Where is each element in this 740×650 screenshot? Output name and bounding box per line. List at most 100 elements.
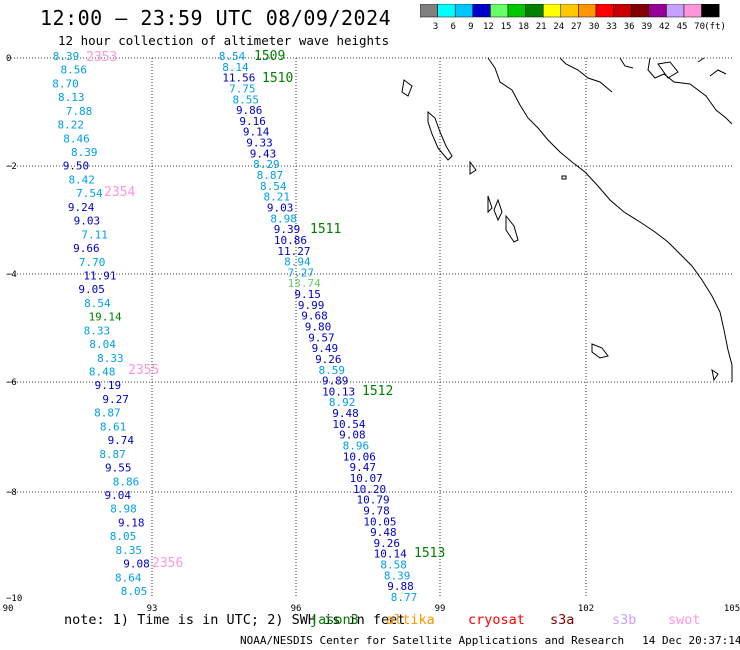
swh-value-right: 9.47 [349,461,376,474]
swh-value-left: 8.46 [63,132,90,145]
swh-value-left: 7.11 [81,228,108,241]
swh-value-right: 8.58 [380,559,407,572]
color-legend: 3 6 9 12 15 18 21 24 27 30 33 36 39 42 45 70 (ft) [420,4,726,32]
footer-credit: NOAA/NESDIS Center for Satellite Applica… [240,634,740,647]
swh-value-right: 10.86 [274,234,307,247]
swh-value-left: 7.70 [79,256,106,269]
legend-label: 39 [641,22,652,32]
pass-labels: 2353 2354 2355 2356 1509 1510 1511 1512 1513 [86,49,445,571]
swh-value-right: 8.59 [319,364,346,377]
legend-label: 21 [536,22,547,32]
swh-value-left: 9.08 [123,558,150,571]
x-tick-label: 93 [147,604,158,612]
credit-text: NOAA/NESDIS Center for Satellite Applica… [240,634,625,647]
swh-value-left: 8.13 [58,91,85,104]
swh-value-left: 8.61 [100,420,127,433]
swh-value-right: 9.89 [322,375,349,388]
y-tick-label: −10 [6,594,22,604]
swh-value-left: 8.56 [60,64,87,77]
legend-label: 15 [501,22,512,32]
map-grid [8,57,732,598]
swh-value-left: 7.54 [76,187,103,200]
x-tick-label: 96 [291,604,302,612]
swh-value-right: 8.54 [260,180,287,193]
coastline-segment [647,57,733,125]
swh-value-left: 8.42 [68,173,95,186]
swh-value-right: 8.21 [263,191,290,204]
swh-value-right: 9.03 [267,201,294,214]
coastline-segment [697,57,705,63]
legend-label: 18 [518,22,529,32]
satellite-name: altika [386,612,435,628]
swh-value-right: 9.15 [294,288,321,301]
swh-value-left: 8.98 [110,503,137,516]
swh-value-left: 9.55 [105,462,132,475]
swh-value-left: 8.87 [99,448,126,461]
swh-value-left: 8.22 [57,119,84,132]
x-tick-label: 90 [3,604,14,612]
pass-number-label: 2356 [152,556,183,571]
legend-label: 33 [606,22,617,32]
coastline-segment [657,61,679,79]
coastline-segment [709,69,727,77]
swh-value-right: 10.79 [356,494,389,507]
swh-value-left: 9.03 [74,215,101,228]
swh-value-right: 8.96 [343,440,370,453]
swh-value-left: 9.50 [63,160,90,173]
swh-value-right: 8.54 [219,50,246,63]
legend-label: 30 [589,22,600,32]
x-tick-label: 102 [578,604,594,612]
swh-value-right: 9.57 [308,331,335,344]
swh-value-left: 8.70 [52,77,79,90]
swh-value-right: 8.55 [233,93,260,106]
swh-value-right: 7.75 [229,82,256,95]
swh-value-left: 9.74 [108,434,135,447]
swh-value-left: 9.19 [95,379,122,392]
swh-value-right: 9.78 [363,504,390,517]
legend-label: 6 [450,22,455,32]
swh-value-right: 9.26 [374,537,401,550]
x-tick-label: 99 [435,604,446,612]
page-subtitle: 12 hour collection of altimeter wave hei… [58,33,390,48]
swh-value-right: 10.06 [343,450,376,463]
axis-ticks: 90 93 96 99 102 105 0 −2 −4 −6 −8 −10 [3,54,740,612]
y-tick-label: −8 [6,488,17,498]
satellite-name: cryosat [468,612,525,628]
swh-value-right: 9.43 [250,147,277,160]
swh-value-right: 10.13 [322,385,355,398]
swh-value-left: 19.14 [89,311,122,324]
swh-value-right: 10.07 [350,472,383,485]
x-tick-label: 105 [724,604,740,612]
satellite-name: jason3 [310,612,359,628]
swh-value-left: 9.18 [118,516,145,529]
swh-value-right: 10.14 [374,548,407,561]
swh-value-right: 9.33 [246,137,273,150]
swh-value-right: 8.98 [270,212,297,225]
page-title: 12:00 — 23:59 UTC 08/09/2024 [40,6,392,30]
swh-value-left: 8.05 [121,585,148,598]
swh-value-left: 9.66 [73,242,100,255]
swh-value-right: 8.14 [222,61,249,74]
coastline-segment [493,198,503,222]
swh-value-left: 8.39 [71,146,98,159]
swh-value-right: 9.80 [305,321,332,334]
pass-number-label: 1513 [414,546,445,561]
altimeter-tracks: 8.398.568.708.137.888.228.468.399.508.42… [52,50,417,604]
swh-value-right: 9.68 [301,310,328,323]
y-tick-label: 0 [6,54,11,64]
swh-value-left: 9.27 [102,393,129,406]
y-tick-label: −6 [6,378,17,388]
pass-number-label: 2355 [128,363,159,378]
coastline-segment [469,160,477,175]
coastline-segment [559,57,613,93]
y-tick-label: −4 [6,270,17,280]
pass-number-label: 1512 [362,384,393,399]
coastline-segment [487,57,733,382]
satellite-name: swot [668,612,701,628]
swh-value-left: 9.24 [68,201,95,214]
swh-value-left: 8.64 [115,571,142,584]
swh-value-left: 8.05 [110,530,137,543]
legend-label: 42 [659,22,670,32]
swh-value-right: 9.48 [332,407,359,420]
swh-value-right: 8.39 [384,569,411,582]
